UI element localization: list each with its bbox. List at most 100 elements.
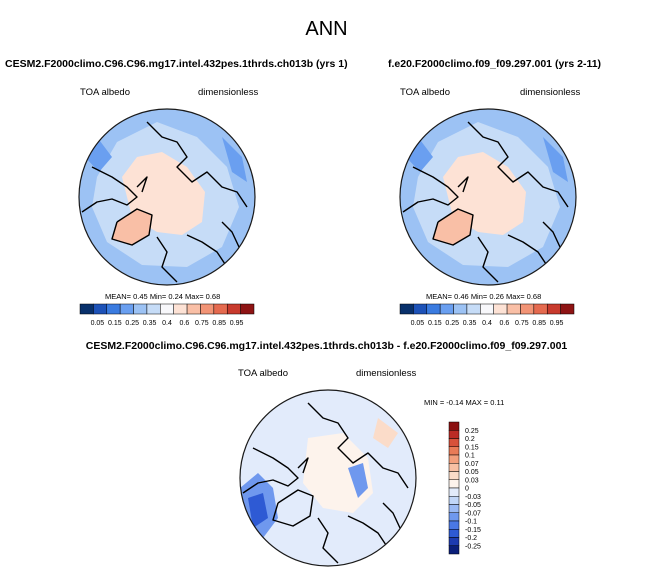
field-region-negative-east <box>348 463 368 498</box>
colorbar-box-8 <box>186 303 201 315</box>
map-boundary <box>78 108 256 286</box>
colorbar-tick-label: 0.25 <box>125 320 139 327</box>
colorbar-box-12 <box>448 520 460 530</box>
field-region-asia <box>222 137 247 182</box>
colorbar-tick-label: 0.25 <box>445 320 459 327</box>
colorbar-tick-label: 0 <box>465 486 469 493</box>
field-region-positive-asia <box>373 418 398 448</box>
colorbar-tick-label: 0.15 <box>428 320 442 327</box>
coastline-4 <box>186 234 228 268</box>
field-region-greenland <box>112 209 152 245</box>
colorbar-box-0 <box>448 421 460 431</box>
colorbar-box-3 <box>448 446 460 456</box>
colorbar-tick-label: -0.2 <box>465 535 477 542</box>
coastline-4 <box>507 234 549 268</box>
colorbar-tick-label: 0.95 <box>230 320 244 327</box>
coastline-5 <box>136 176 148 193</box>
coastline-0 <box>307 402 409 489</box>
colorbar-box-2 <box>106 303 121 315</box>
panel2-stats: MEAN= 0.46 Min= 0.26 Max= 0.68 <box>426 292 542 301</box>
colorbar-box-10 <box>213 303 228 315</box>
panel1-variable-label: TOA albedo <box>80 87 131 98</box>
colorbar-box-11 <box>448 512 460 522</box>
colorbar-tick-label: 0.15 <box>465 444 479 451</box>
panel2-colorbar: 0.05 0.15 0.25 0.35 0.4 0.6 0.75 0.85 0.95 <box>399 303 575 327</box>
coastline-1 <box>402 166 459 213</box>
panel2-title: f.e20.F2000climo.f09_f09.297.001 (yrs 2-… <box>388 58 602 70</box>
field-region-negative-core <box>248 493 268 528</box>
colorbar-tick-label: -0.07 <box>465 510 481 517</box>
colorbar-tick-label: 0.6 <box>180 320 190 327</box>
colorbar-box-5 <box>146 303 161 315</box>
panel3-stats: MIN = -0.14 MAX = 0.11 <box>424 398 505 407</box>
colorbar-box-5 <box>466 303 481 315</box>
field-region-greenland <box>433 209 473 245</box>
colorbar-box-14 <box>448 537 460 546</box>
colorbar-box-4 <box>453 303 468 315</box>
colorbar-box-2 <box>448 438 460 447</box>
coastline-1 <box>242 447 299 494</box>
coastline-6 <box>221 221 240 248</box>
colorbar-box-4 <box>133 303 148 315</box>
map-boundary <box>399 108 577 286</box>
colorbar-box-12 <box>240 303 255 315</box>
coastline-2 <box>432 208 474 246</box>
coastline-3 <box>317 517 339 564</box>
panel1-polar-map <box>78 108 256 286</box>
colorbar-tick-label: 0.05 <box>465 469 479 476</box>
coastline-5 <box>297 457 309 474</box>
colorbar-box-4 <box>448 454 460 464</box>
colorbar-box-11 <box>546 303 561 315</box>
colorbar-tick-label: 0.4 <box>482 320 492 327</box>
coastline-3 <box>477 236 499 283</box>
coastline-0 <box>146 121 248 208</box>
field-region-asia <box>543 137 568 182</box>
colorbar-box-8 <box>448 487 460 497</box>
colorbar-tick-label: -0.25 <box>465 543 481 550</box>
colorbar-tick-label: 0.1 <box>465 453 475 460</box>
panel3-title: CESM2.F2000climo.C96.C96.mg17.intel.432p… <box>85 340 568 352</box>
colorbar-tick-label: 0.85 <box>532 320 546 327</box>
field-region-positive <box>303 433 373 513</box>
panel1-title: CESM2.F2000climo.C96.C96.mg17.intel.432p… <box>5 58 348 70</box>
coastline-4 <box>347 515 389 549</box>
colorbar-tick-label: 0.4 <box>162 320 172 327</box>
main-title: ANN <box>305 18 348 40</box>
panel3-variable-label: TOA albedo <box>238 368 289 379</box>
colorbar-box-3 <box>119 303 134 315</box>
coastline-6 <box>382 502 401 529</box>
colorbar-box-12 <box>560 303 575 315</box>
colorbar-tick-label: -0.05 <box>465 502 481 509</box>
colorbar-tick-label: -0.15 <box>465 527 481 534</box>
colorbar-box-7 <box>173 303 188 315</box>
colorbar-tick-label: -0.03 <box>465 494 481 501</box>
colorbar-tick-label: 0.35 <box>143 320 157 327</box>
coastline-3 <box>156 236 178 283</box>
colorbar-box-9 <box>520 303 535 315</box>
colorbar-box-6 <box>160 303 174 315</box>
colorbar-box-6 <box>480 303 494 315</box>
colorbar-tick-label: 0.05 <box>411 320 425 327</box>
coastline-5 <box>457 176 469 193</box>
coastline-6 <box>542 221 561 248</box>
panel2-variable-label: TOA albedo <box>400 87 451 98</box>
colorbar-box-5 <box>448 463 460 472</box>
colorbar-tick-label: 0.95 <box>550 320 564 327</box>
colorbar-tick-label: 0.75 <box>195 320 209 327</box>
colorbar-box-9 <box>448 496 460 505</box>
colorbar-tick-label: 0.75 <box>515 320 529 327</box>
colorbar-tick-label: 0.2 <box>465 436 475 443</box>
panel2-polar-map <box>399 108 577 286</box>
colorbar-tick-label: 0.6 <box>500 320 510 327</box>
colorbar-box-9 <box>200 303 215 315</box>
colorbar-box-1 <box>93 303 108 315</box>
panel3-polar-map <box>239 389 417 567</box>
colorbar-tick-label: 0.15 <box>108 320 122 327</box>
colorbar-box-15 <box>448 545 460 555</box>
panel3-units-label: dimensionless <box>356 368 417 379</box>
colorbar-box-11 <box>226 303 241 315</box>
colorbar-box-1 <box>448 430 460 439</box>
colorbar-tick-label: 0.07 <box>465 461 479 468</box>
panel2-units-label: dimensionless <box>520 87 581 98</box>
colorbar-box-13 <box>448 529 460 538</box>
